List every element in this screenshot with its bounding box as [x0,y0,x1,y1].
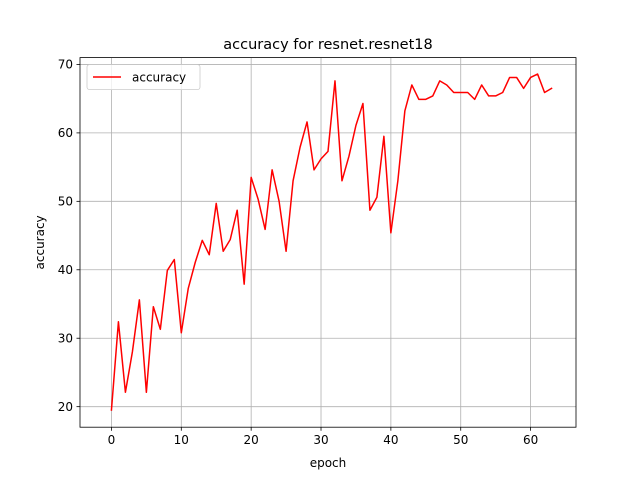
chart-title: accuracy for resnet.resnet18 [223,37,432,53]
grid-lines [80,57,576,428]
axes-frame [79,57,577,428]
legend: accuracy [86,64,201,90]
x-tick-label: 20 [244,433,259,447]
x-tick-label: 60 [523,433,538,447]
x-ticks: 0 10 20 30 40 50 60 [108,427,538,447]
y-tick-label: 40 [58,263,73,277]
series-layer [110,73,553,411]
y-tick-label: 60 [58,126,73,140]
x-tick-label: 10 [174,433,189,447]
y-axis-label: accuracy [33,215,47,269]
y-tick-label: 50 [58,195,73,209]
y-tick-label: 30 [58,332,73,346]
x-tick-label: 40 [383,433,398,447]
y-tick-label: 70 [58,58,73,72]
y-ticks: 20 30 40 50 60 70 [58,58,80,414]
legend-box [86,64,201,90]
x-tick-label: 50 [453,433,468,447]
x-tick-label: 30 [313,433,328,447]
series-line-accuracy [110,73,553,411]
x-axis-label: epoch [310,456,347,470]
x-tick-label: 0 [108,433,116,447]
legend-label-accuracy: accuracy [132,70,186,84]
y-tick-label: 20 [58,400,73,414]
